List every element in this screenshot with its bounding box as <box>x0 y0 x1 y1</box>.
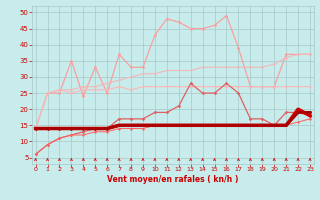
X-axis label: Vent moyen/en rafales ( kn/h ): Vent moyen/en rafales ( kn/h ) <box>107 175 238 184</box>
